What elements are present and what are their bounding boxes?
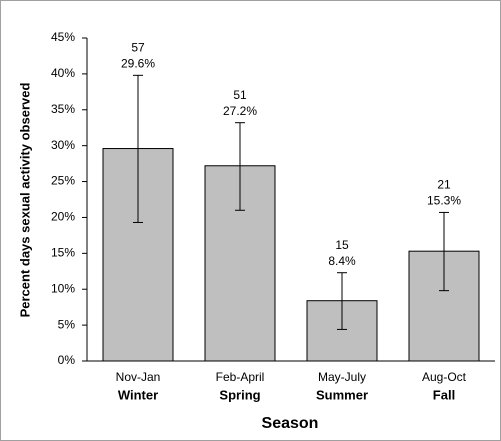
count-label: 57 [131,40,145,54]
value-label: 27.2% [223,104,257,118]
value-label: 8.4% [328,254,356,268]
y-tick-label: 30% [51,138,75,152]
count-label: 21 [437,178,451,192]
x-tick-season: Fall [433,387,455,402]
y-tick-label: 40% [51,66,75,80]
x-tick-season: Summer [316,387,368,402]
x-tick-label: Feb-April [216,370,265,384]
y-tick-label: 5% [58,317,76,331]
y-tick-label: 35% [51,102,75,116]
x-tick-season: Winter [118,387,158,402]
x-tick-label: Aug-Oct [422,370,467,384]
y-tick-label: 45% [51,30,75,44]
count-label: 15 [335,238,349,252]
y-tick-label: 20% [51,210,75,224]
y-tick-label: 10% [51,281,75,295]
y-tick-label: 15% [51,246,75,260]
y-tick-label: 0% [58,353,76,367]
x-tick-label: May-July [318,370,366,384]
value-label: 29.6% [121,56,155,70]
y-tick-label: 25% [51,174,75,188]
x-axis-title: Season [262,415,319,432]
x-tick-season: Spring [219,387,260,402]
y-axis-title: Percent days sexual activity observed [17,83,32,318]
count-label: 51 [233,88,247,102]
x-tick-label: Nov-Jan [116,370,161,384]
value-label: 15.3% [427,194,461,208]
